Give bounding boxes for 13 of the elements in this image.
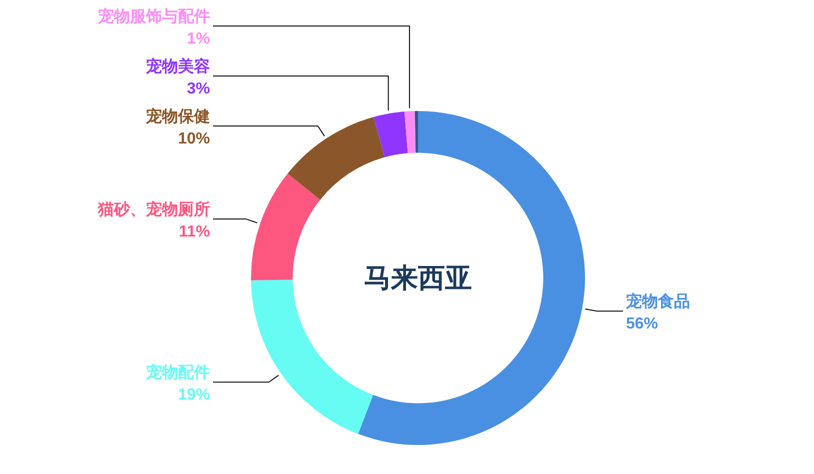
slice-label: 宠物食品 bbox=[625, 292, 690, 311]
slice-label: 宠物服饰与配件 bbox=[97, 8, 210, 26]
data-label: 11% bbox=[178, 223, 210, 240]
data-label: 3% bbox=[186, 80, 210, 98]
slice-label: 宠物配件 bbox=[145, 364, 210, 382]
text: 马来西亚 bbox=[364, 263, 472, 293]
data-label: 56% bbox=[626, 316, 658, 333]
data-label: 10% bbox=[178, 130, 210, 148]
data-label: 19% bbox=[178, 386, 210, 404]
data-label: 1% bbox=[186, 30, 210, 48]
slice-label: 宠物保健 bbox=[145, 108, 210, 126]
slice-label: 宠物美容 bbox=[145, 56, 210, 76]
slice-label: 猫砂、宠物厕所 bbox=[97, 200, 210, 218]
